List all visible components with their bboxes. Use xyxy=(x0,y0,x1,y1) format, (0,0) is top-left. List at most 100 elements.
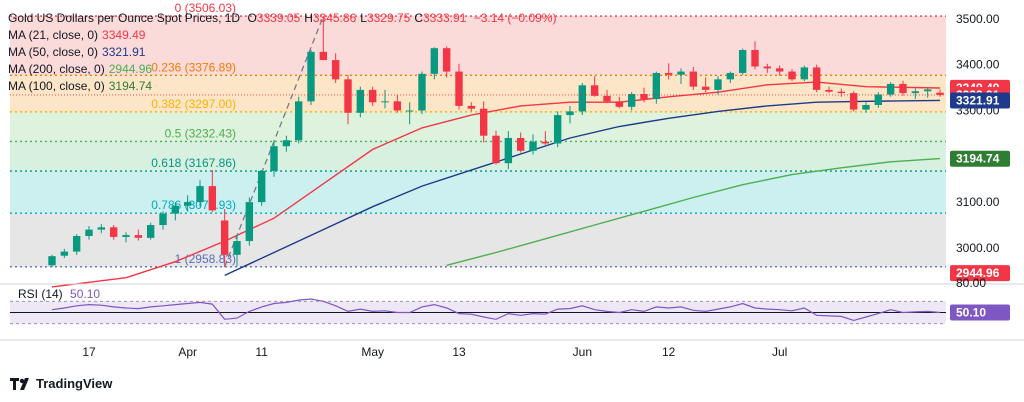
indicator-label: MA (100, close, 0) xyxy=(8,79,105,93)
symbol-line: Gold US Dollars per Ounce Spot Prices, 1… xyxy=(8,10,556,27)
candle xyxy=(368,86,377,106)
candle-body xyxy=(368,89,377,103)
rsi-legend: RSI (14) 50.10 xyxy=(18,287,100,301)
candle xyxy=(615,96,624,109)
candle-body xyxy=(652,72,661,100)
price-tick-label: 3400.00 xyxy=(956,58,1000,72)
rsi-title: RSI (14) xyxy=(18,287,63,301)
indicator-value: 3194.74 xyxy=(108,79,153,93)
candle-body xyxy=(492,135,500,164)
rsi-line xyxy=(51,298,941,322)
indicator-row[interactable]: MA (200, close, 0) 2944.96 xyxy=(8,61,556,78)
fib-zone xyxy=(10,16,946,76)
candle xyxy=(837,88,846,97)
candle xyxy=(270,140,278,177)
candle xyxy=(677,68,685,84)
candle-body xyxy=(48,256,56,266)
candle xyxy=(479,101,488,143)
candle-body xyxy=(590,85,599,96)
candle xyxy=(245,197,254,246)
moving-average-lines xyxy=(51,81,941,288)
indicator-value: 3321.91 xyxy=(102,45,146,59)
indicator-row[interactable]: MA (50, close, 0) 3321.91 xyxy=(8,44,556,61)
candle-body xyxy=(60,251,69,256)
candle xyxy=(652,71,661,104)
candle-body xyxy=(775,68,784,72)
time-axis[interactable]: 17 Apr 11 May 13 Jun 12 Jul xyxy=(0,339,1024,359)
ohlc-key: O xyxy=(247,11,257,25)
candle xyxy=(886,82,895,97)
candle xyxy=(159,211,167,230)
indicator-label: MA (200, close, 0) xyxy=(8,62,105,76)
fib-level-label: 0.5 (3232.43) xyxy=(165,126,236,140)
indicator-row[interactable]: MA (100, close, 0) 3194.74 xyxy=(8,78,556,95)
candle xyxy=(775,65,784,76)
candle xyxy=(467,102,476,112)
candle xyxy=(578,83,587,116)
candle-body xyxy=(393,101,402,111)
price-label-box xyxy=(950,150,1010,167)
candle xyxy=(812,64,821,93)
candle-body xyxy=(516,137,525,151)
symbol-title: Gold US Dollars per Ounce Spot Prices, 1… xyxy=(8,11,241,25)
price-label-box xyxy=(950,92,1010,109)
candle-body xyxy=(344,79,352,113)
ohlc-key: H xyxy=(304,11,313,25)
time-tick-label: May xyxy=(361,345,384,359)
candle xyxy=(134,229,143,241)
time-tick-label: 11 xyxy=(255,345,268,359)
price-label-text: 3321.91 xyxy=(956,93,1000,107)
candle-body xyxy=(529,141,537,151)
fib-zone xyxy=(10,171,946,214)
candle-body xyxy=(307,51,315,102)
candle xyxy=(48,254,56,268)
candle-body xyxy=(171,205,180,214)
candle-body xyxy=(923,89,932,92)
candle-body xyxy=(800,67,809,80)
ma-line xyxy=(51,81,941,288)
candle xyxy=(418,71,426,115)
candle xyxy=(72,234,81,255)
indicator-label: MA (21, close, 0) xyxy=(8,28,99,42)
candle xyxy=(911,88,920,100)
candle-body xyxy=(541,141,550,144)
rsi-value-box xyxy=(950,304,1010,321)
indicator-label: MA (50, close, 0) xyxy=(8,45,99,59)
candle xyxy=(393,94,402,113)
candle xyxy=(97,224,106,234)
fib-level-label: 0.236 (3376.89) xyxy=(151,60,236,74)
tradingview-logo[interactable]: TradingView xyxy=(10,376,112,391)
indicator-value: 3349.49 xyxy=(102,28,146,42)
brand-name: TradingView xyxy=(36,376,113,391)
candle xyxy=(331,53,340,84)
candle xyxy=(220,208,229,268)
price-label-text: 2944.96 xyxy=(956,266,1000,280)
candle-body xyxy=(911,91,920,94)
candle-body xyxy=(763,66,772,69)
candle xyxy=(738,48,747,75)
candle-body xyxy=(837,91,846,94)
candle-body xyxy=(899,83,907,94)
candle xyxy=(529,134,537,155)
candle xyxy=(714,76,722,95)
candle xyxy=(356,86,365,118)
rsi-value-text: 50.10 xyxy=(956,305,986,319)
price-axis[interactable]: 3000.003100.003200.003300.003400.003500.… xyxy=(950,12,1010,321)
price-tick-label: 3100.00 xyxy=(956,195,1000,209)
candle-body xyxy=(553,115,562,144)
fib-level-label: 0.786 (3075.93) xyxy=(151,198,236,212)
rsi-pane xyxy=(0,283,1024,325)
candle xyxy=(899,80,907,96)
candle xyxy=(122,232,130,243)
indicator-row[interactable]: MA (21, close, 0) 3349.49 xyxy=(8,27,556,44)
candle-body xyxy=(294,101,303,141)
candle-body xyxy=(862,104,870,110)
candle xyxy=(603,89,611,104)
candle-body xyxy=(751,50,759,67)
candle xyxy=(874,92,883,108)
candle-body xyxy=(788,71,796,80)
candle xyxy=(344,74,352,125)
indicator-list: MA (21, close, 0) 3349.49 MA (50, close, 0… xyxy=(8,27,556,95)
candle xyxy=(763,63,772,73)
